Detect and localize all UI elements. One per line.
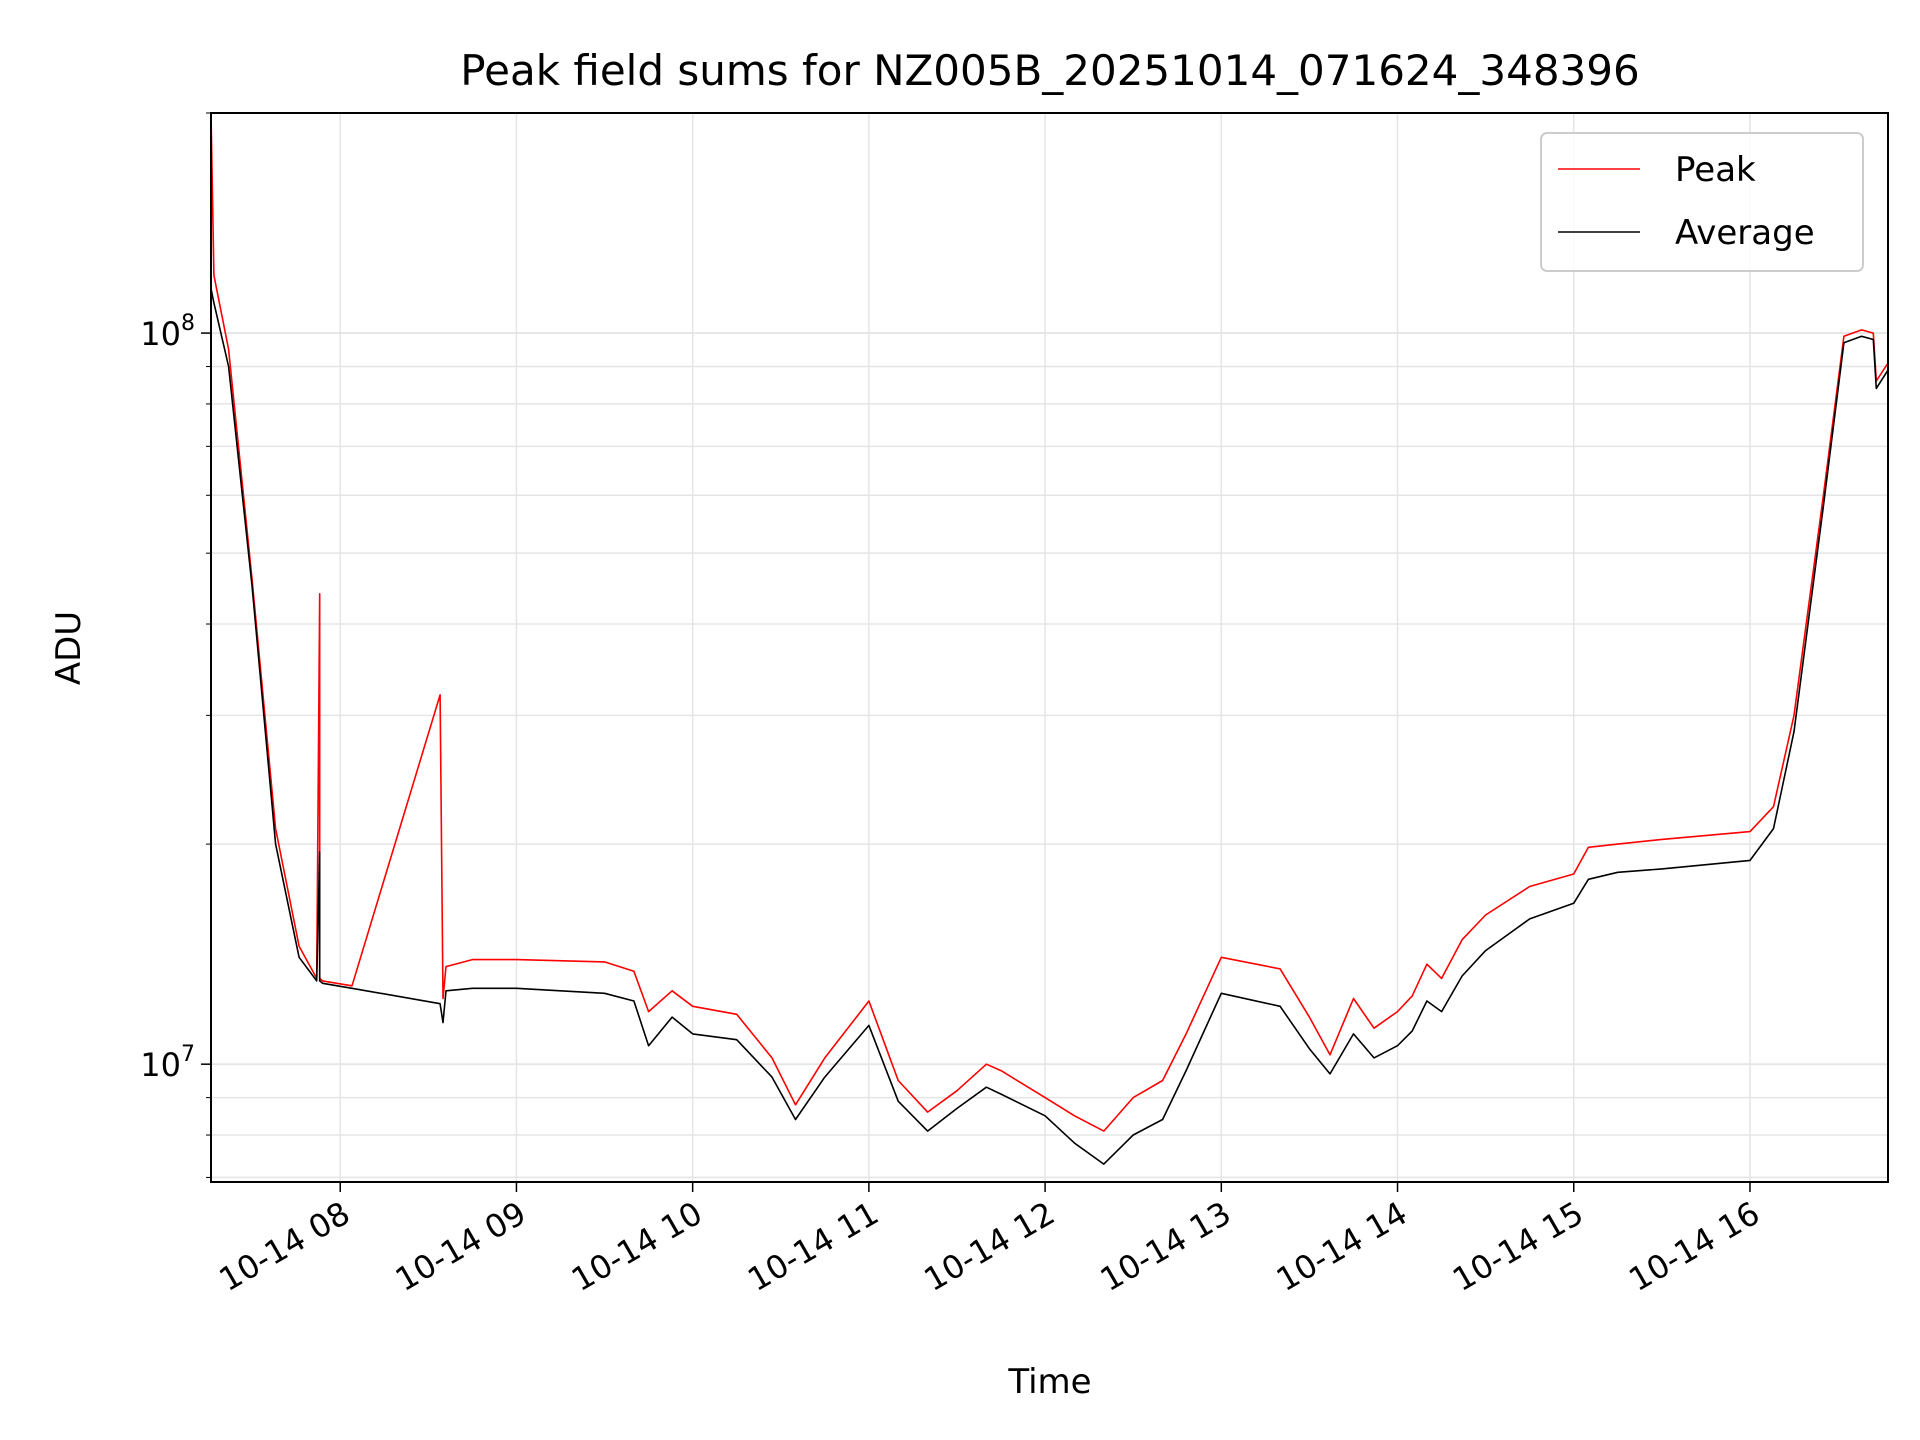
chart-title: Peak field sums for NZ005B_20251014_0716… bbox=[460, 46, 1639, 95]
legend-label-peak: Peak bbox=[1675, 150, 1756, 190]
x-axis-title: Time bbox=[1007, 1362, 1091, 1402]
y-tick-label: 107 bbox=[140, 1042, 195, 1084]
legend-label-average: Average bbox=[1675, 213, 1815, 253]
series-line-average bbox=[211, 288, 1888, 1165]
grid bbox=[211, 112, 1888, 1182]
series-layer bbox=[211, 113, 1888, 1165]
y-tick-label: 108 bbox=[140, 311, 195, 353]
y-axis-title: ADU bbox=[49, 611, 89, 685]
plot-frame bbox=[210, 112, 1889, 1183]
y-axis-ticks: 107 108 bbox=[140, 112, 211, 1178]
legend: Peak Average bbox=[1540, 132, 1864, 272]
plot-area bbox=[211, 113, 1888, 1182]
legend-box bbox=[1540, 132, 1864, 272]
series-line-peak bbox=[211, 113, 1888, 1132]
